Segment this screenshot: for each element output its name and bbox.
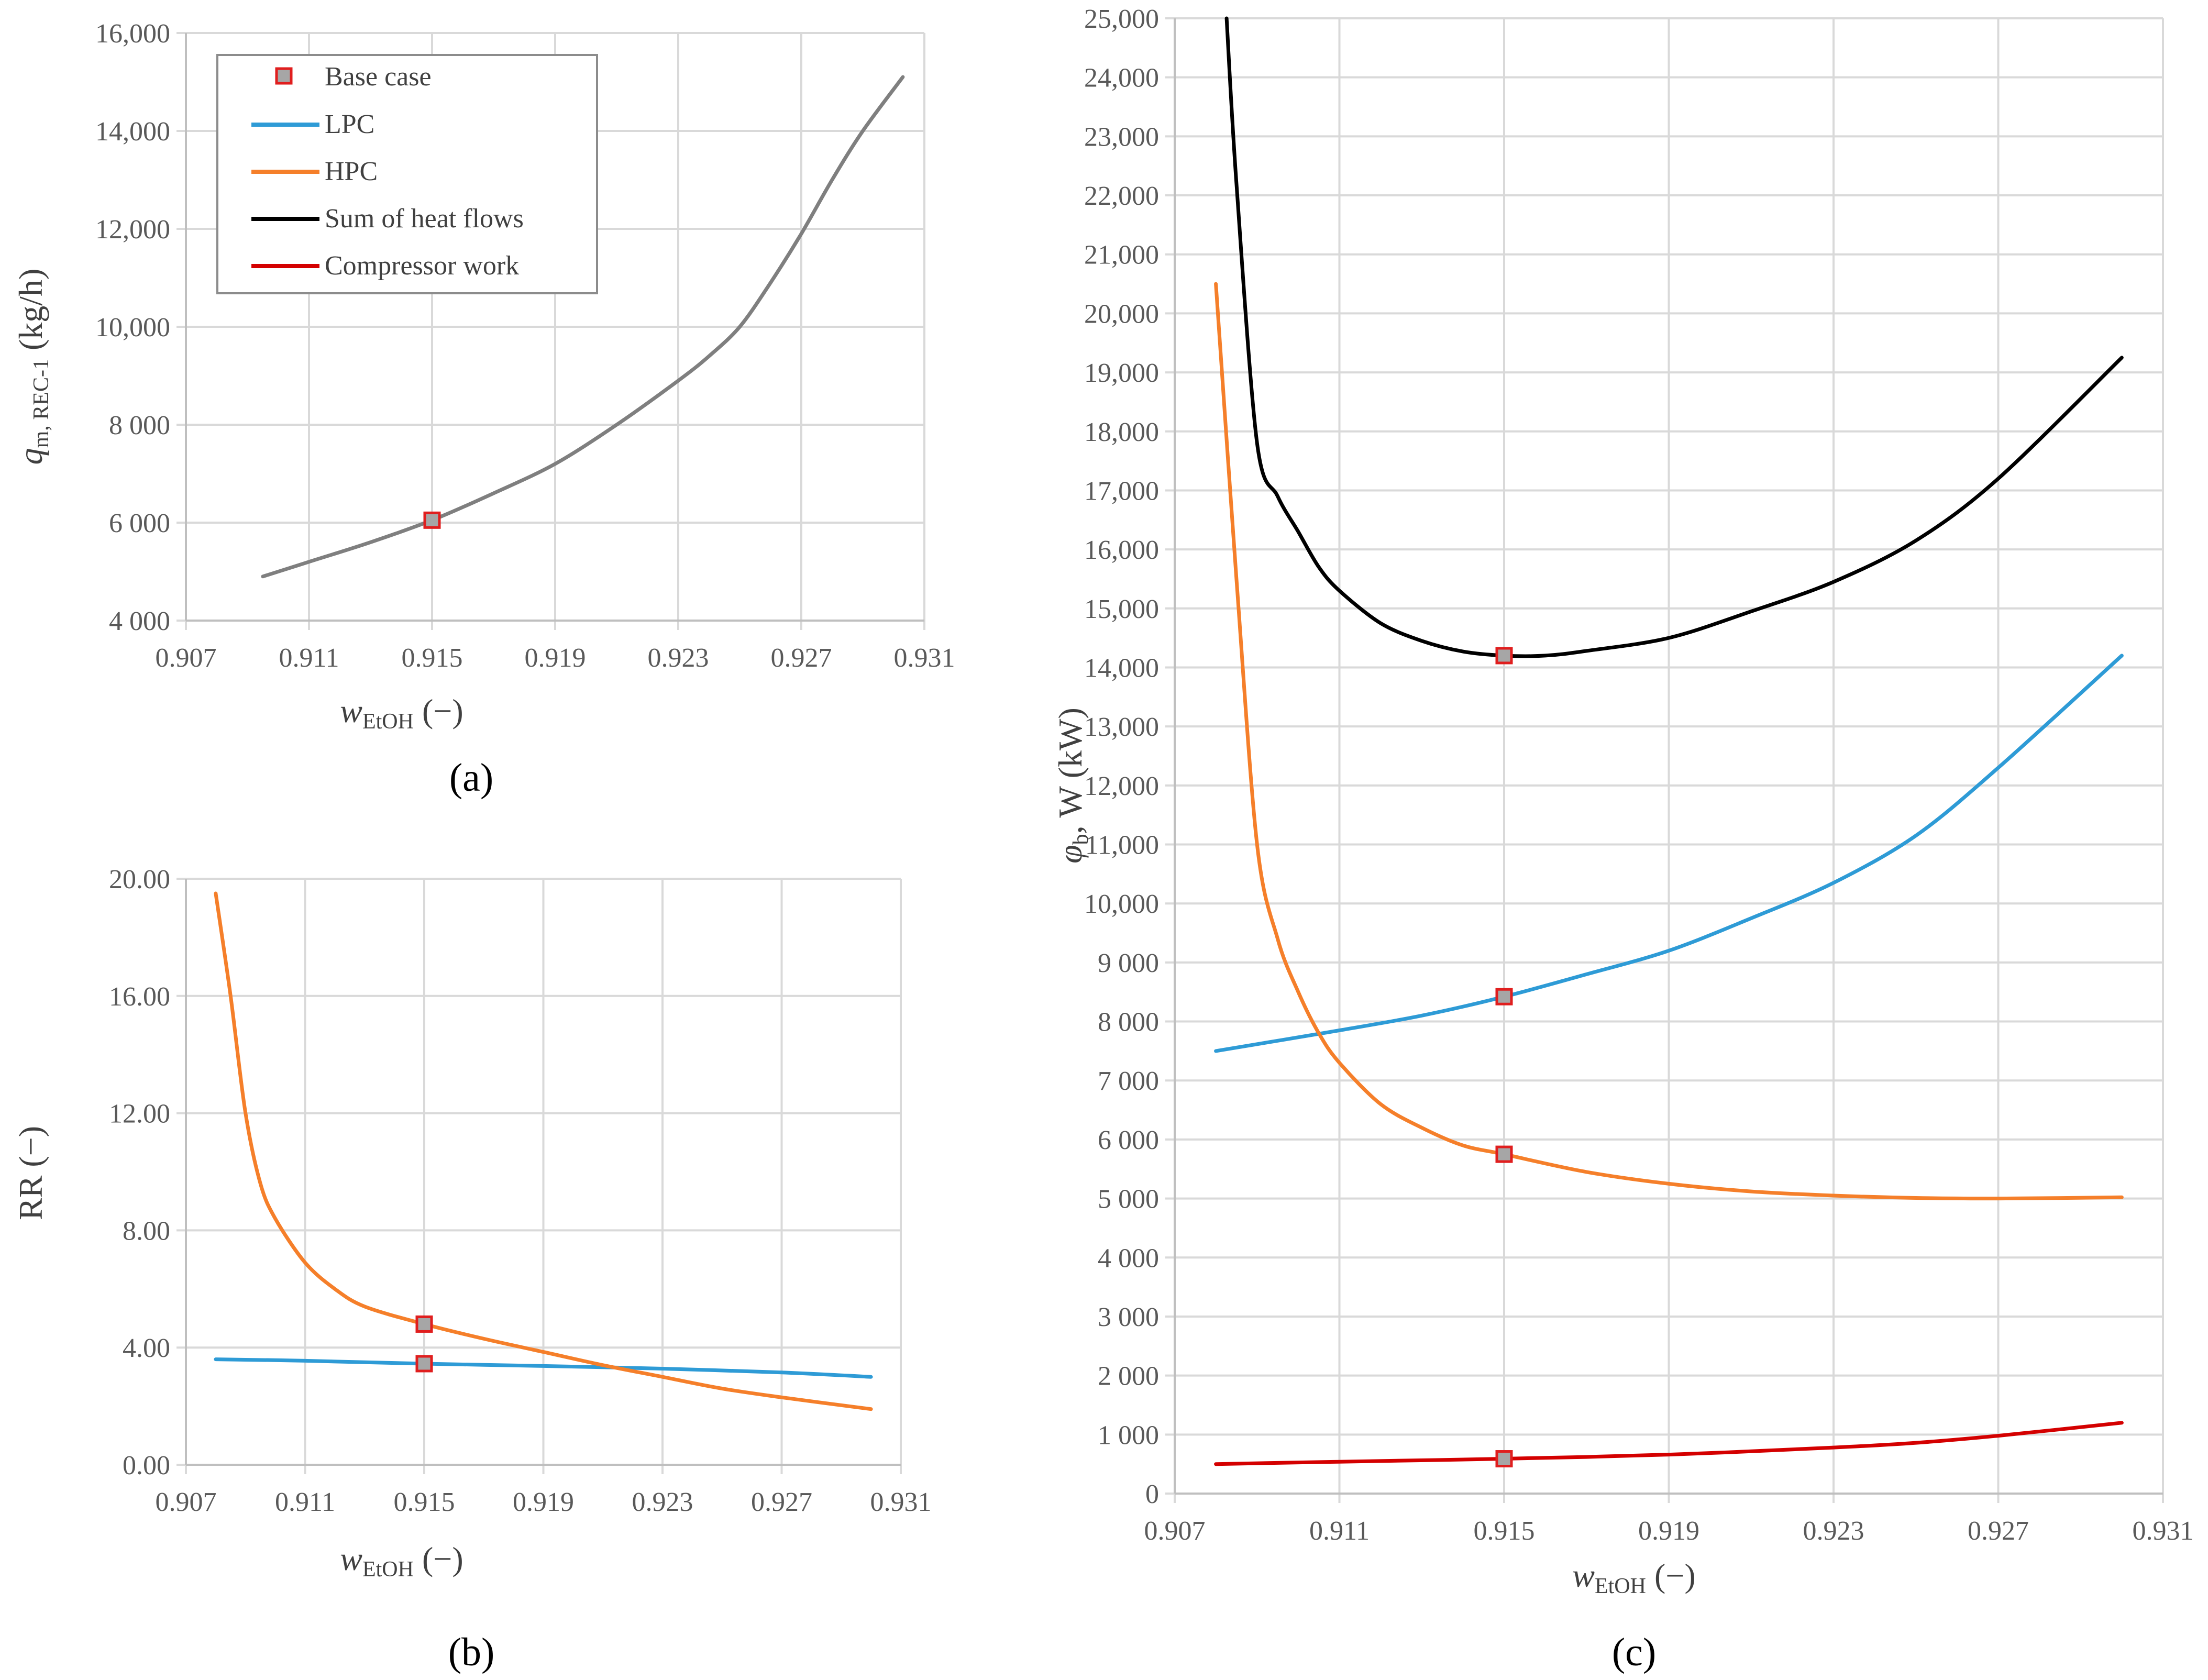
chart-c-base-case-marker: [1495, 1450, 1513, 1468]
chart-c-series-sum-of-heat-flows: [1224, 16, 2124, 658]
chart-c-ytick-label: 12,000: [1084, 771, 1159, 801]
chart-b-base-case-marker: [415, 1315, 433, 1333]
chart-panel-c: 0.907 0.911 0.915 0.919 0.923 0.927 0.931 0 1 00…: [1052, 4, 2194, 1674]
chart-c-base-case-marker: [1495, 988, 1513, 1005]
chart-b-ytick-label: 4.00: [123, 1333, 170, 1363]
chart-c-ytick-label: 4 000: [1098, 1243, 1159, 1273]
chart-b-xtick-label: 0.915: [394, 1487, 455, 1517]
legend-lpc-label: LPC: [325, 109, 374, 139]
chart-c-ytick-label: 1 000: [1098, 1420, 1159, 1450]
chart-c-series-compressor-work: [1214, 1421, 2124, 1466]
chart-c-ytick-label: 23,000: [1084, 122, 1159, 152]
chart-c-ytick-label: 6 000: [1098, 1125, 1159, 1155]
chart-a-xtick-label: 0.919: [525, 643, 586, 673]
chart-c-xtick-label: 0.931: [2133, 1516, 2194, 1546]
chart-c-ytick-label: 8 000: [1098, 1008, 1159, 1037]
chart-b-ylabel: RR (−): [12, 1126, 49, 1220]
chart-b-xlabel: wEtOH (−): [340, 1540, 463, 1582]
chart-a-base-case-marker: [423, 511, 441, 529]
chart-c-ytick-label: 5 000: [1098, 1185, 1159, 1214]
chart-a-ylabel: qm, REC-1 (kg/h): [12, 269, 53, 465]
chart-c-ytick-label: 24,000: [1084, 63, 1159, 93]
chart-c-xtick-label: 0.911: [1309, 1516, 1370, 1546]
chart-b-ytick-label: 8.00: [123, 1216, 170, 1246]
chart-c-ytick-label: 25,000: [1084, 4, 1159, 34]
chart-c-ytick-label: 11,000: [1085, 831, 1159, 860]
chart-c-ytick-label: 20,000: [1084, 299, 1159, 329]
chart-c-ytick-label: 19,000: [1084, 358, 1159, 388]
chart-c-xtick-label: 0.919: [1638, 1516, 1699, 1546]
chart-c-ytick-label: 18,000: [1084, 417, 1159, 447]
chart-c-ylabel: φb, W (kW): [1052, 708, 1093, 864]
legend-work-label: Compressor work: [325, 251, 519, 281]
chart-c-ytick-label: 0: [1145, 1479, 1159, 1509]
chart-a-series-q-m: [261, 75, 905, 579]
chart-a-xtick-label: 0.927: [771, 643, 832, 673]
chart-c-ytick-label: 13,000: [1084, 712, 1159, 742]
chart-c-ytick-label: 21,000: [1084, 240, 1159, 270]
chart-c-ytick-label: 22,000: [1084, 181, 1159, 211]
chart-c-ytick-label: 2 000: [1098, 1362, 1159, 1391]
chart-b-xtick-label: 0.911: [275, 1487, 335, 1517]
chart-b-ytick-label: 20.00: [109, 865, 170, 894]
legend-box: [216, 54, 598, 294]
chart-c-ytick-label: 7 000: [1098, 1066, 1159, 1096]
chart-b-ytick-label: 12.00: [109, 1099, 170, 1129]
legend-hpc-label: HPC: [325, 157, 378, 186]
chart-c-ytick-label: 16,000: [1084, 535, 1159, 565]
chart-a-ytick-label: 8 000: [109, 411, 170, 440]
chart-a-panel-label: (a): [449, 756, 493, 800]
legend: Base case LPC HPC Sum of heat flows Comp…: [216, 54, 598, 294]
chart-panel-a: 0.907 0.911 0.915 0.919 0.923 0.927 0.931 4 000…: [12, 19, 955, 800]
chart-c-ytick-label: 3 000: [1098, 1302, 1159, 1332]
chart-b-xtick-label: 0.927: [751, 1487, 812, 1517]
chart-a-ytick-label: 16,000: [95, 19, 170, 49]
chart-c-series-lpc: [1214, 654, 2124, 1053]
chart-a-xtick-label: 0.911: [279, 643, 339, 673]
legend-sum-label: Sum of heat flows: [325, 204, 524, 234]
chart-c-ytick-label: 15,000: [1084, 594, 1159, 624]
chart-b-ytick-label: 0.00: [123, 1451, 170, 1480]
chart-a-ytick-label: 4 000: [109, 606, 170, 636]
chart-b-xtick-label: 0.923: [632, 1487, 693, 1517]
chart-a-ytick-label: 6 000: [109, 509, 170, 538]
chart-a-xlabel: wEtOH (−): [340, 692, 463, 734]
chart-c-ytick-label: 10,000: [1084, 889, 1159, 919]
chart-a-xtick-label: 0.931: [894, 643, 955, 673]
chart-c-xtick-label: 0.915: [1474, 1516, 1535, 1546]
chart-c-base-case-marker: [1495, 1145, 1513, 1163]
chart-c-xtick-label: 0.927: [1968, 1516, 2029, 1546]
chart-c-series-hpc: [1214, 282, 2124, 1201]
chart-a-ytick-label: 14,000: [95, 117, 170, 147]
chart-b-panel-label: (b): [448, 1630, 495, 1674]
chart-b-base-case-marker: [415, 1355, 433, 1373]
chart-c-xtick-label: 0.923: [1803, 1516, 1864, 1546]
chart-b-xtick-label: 0.907: [156, 1487, 217, 1517]
chart-c-xlabel: wEtOH (−): [1572, 1557, 1695, 1598]
chart-b-xtick-label: 0.931: [870, 1487, 932, 1517]
chart-c-ytick-label: 14,000: [1084, 653, 1159, 683]
chart-a-xtick-label: 0.907: [156, 643, 217, 673]
legend-base-case-label: Base case: [325, 62, 432, 92]
chart-b-xtick-label: 0.919: [513, 1487, 574, 1517]
chart-c-xtick-label: 0.907: [1144, 1516, 1206, 1546]
chart-c-panel-label: (c): [1612, 1630, 1656, 1674]
chart-c-ytick-label: 9 000: [1098, 948, 1159, 978]
chart-a-ytick-label: 12,000: [95, 215, 170, 245]
chart-b-series-lpc: [214, 1357, 873, 1379]
chart-c-base-case-marker: [1495, 647, 1513, 665]
chart-b-series-hpc: [214, 891, 873, 1411]
chart-panel-b: 0.907 0.911 0.915 0.919 0.923 0.927 0.931 0.00 4…: [12, 865, 932, 1674]
chart-a-xtick-label: 0.923: [648, 643, 709, 673]
chart-b-ytick-label: 16.00: [109, 982, 170, 1012]
chart-a-ytick-label: 10,000: [95, 313, 170, 342]
chart-a-xtick-label: 0.915: [402, 643, 463, 673]
legend-base-case-marker: [275, 67, 293, 85]
chart-c-ytick-label: 17,000: [1084, 476, 1159, 506]
